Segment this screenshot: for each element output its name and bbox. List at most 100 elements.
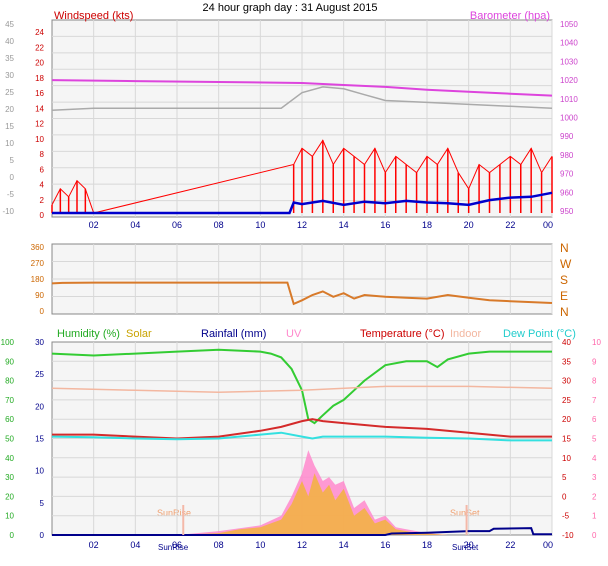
wind-grey-tick: 0 — [10, 173, 15, 182]
uv-tick: 6 — [592, 415, 597, 424]
wind-x-tick: 12 — [297, 220, 307, 230]
wind-x-tick: 18 — [422, 220, 432, 230]
direction-degree-tick: 180 — [31, 275, 45, 284]
temperature-tick: 20 — [562, 415, 571, 424]
legend-uv: UV — [286, 328, 302, 340]
barometer-label: Barometer (hpa) — [470, 10, 550, 22]
wind-grey-tick: 5 — [10, 156, 15, 165]
wind-x-tick: 16 — [380, 220, 390, 230]
humidity-tick: 50 — [5, 435, 14, 444]
climate-x-tick: 14 — [339, 540, 349, 550]
wind-red-tick: 10 — [35, 135, 44, 144]
legend-temperature: Temperature (°C) — [360, 328, 444, 340]
legend-dew-point: Dew Point (°C) — [503, 328, 576, 340]
wind-grey-tick: 45 — [5, 20, 14, 29]
wind-red-tick: 0 — [40, 211, 45, 220]
uv-tick: 10 — [592, 338, 601, 347]
barometer-tick: 970 — [560, 170, 574, 179]
wind-x-tick: 02 — [89, 220, 99, 230]
barometer-tick: 1030 — [560, 57, 578, 66]
humidity-tick: 90 — [5, 357, 14, 366]
humidity-tick: 60 — [5, 415, 14, 424]
climate-x-tick: 10 — [255, 540, 265, 550]
temperature-tick: 5 — [562, 473, 567, 482]
wind-red-tick: 2 — [40, 196, 45, 205]
solar-area — [177, 473, 448, 535]
humidity-line — [51, 348, 552, 425]
rainfall-line — [52, 527, 552, 536]
wind-x-tick: 06 — [172, 220, 182, 230]
temperature-tick: 25 — [562, 396, 571, 405]
axis-sunrise: SunRise — [158, 543, 189, 552]
direction-degree-tick: 360 — [31, 243, 45, 252]
uv-tick: 9 — [592, 357, 597, 366]
climate-x-tick: 08 — [214, 540, 224, 550]
direction-compass-label: W — [560, 257, 572, 271]
temperature-tick: 40 — [562, 338, 571, 347]
wind-grey-tick: -5 — [7, 190, 15, 199]
wind-grey-tick: 40 — [5, 37, 14, 46]
uv-tick: 5 — [592, 435, 597, 444]
uv-tick: 2 — [592, 492, 597, 501]
direction-line — [51, 281, 553, 306]
barometer-tick: 1050 — [560, 20, 578, 29]
wind-grey-tick: 30 — [5, 71, 14, 80]
direction-degree-tick: 90 — [35, 291, 44, 300]
rainfall-tick: 30 — [35, 338, 44, 347]
grey-line — [51, 86, 553, 111]
temperature-tick: -10 — [562, 531, 574, 540]
climate-x-tick: 00 — [543, 540, 553, 550]
legend-rainfall: Rainfall (mm) — [201, 328, 266, 340]
annotation-sunrise: SunRise — [157, 508, 191, 518]
legend-humidity: Humidity (%) — [57, 328, 120, 340]
indoor-line — [51, 385, 553, 393]
humidity-tick: 100 — [1, 338, 15, 347]
legend-solar: Solar — [126, 328, 152, 340]
wind-grey-tick: -10 — [2, 207, 14, 216]
temperature-tick: 35 — [562, 357, 571, 366]
wind-x-tick: 08 — [214, 220, 224, 230]
wind-red-tick: 6 — [40, 165, 45, 174]
wind-red-tick: 20 — [35, 59, 44, 68]
barometer-tick: 980 — [560, 151, 574, 160]
rainfall-tick: 20 — [35, 402, 44, 411]
rainfall-tick: 15 — [35, 435, 44, 444]
windspeed-label: Windspeed (kts) — [54, 10, 133, 22]
barometer-tick: 990 — [560, 132, 574, 141]
humidity-tick: 0 — [10, 531, 15, 540]
uv-tick: 4 — [592, 454, 597, 463]
wind-grey-tick: 25 — [5, 88, 14, 97]
humidity-tick: 30 — [5, 473, 14, 482]
temperature-line — [52, 418, 552, 440]
rainfall-tick: 25 — [35, 370, 44, 379]
wind-red-tick: 22 — [35, 43, 44, 52]
uv-tick: 3 — [592, 473, 597, 482]
climate-x-tick: 22 — [505, 540, 515, 550]
barometer-tick: 1000 — [560, 114, 578, 123]
wind-red-tick: 8 — [40, 150, 45, 159]
wind-gust-line — [51, 139, 553, 214]
direction-degree-tick: 0 — [40, 307, 45, 316]
barometer-tick: 1020 — [560, 76, 578, 85]
dew-point-line — [51, 431, 552, 442]
wind-x-tick: 10 — [255, 220, 265, 230]
wind-grey-tick: 20 — [5, 105, 14, 114]
barometer-tick: 960 — [560, 188, 574, 197]
rainfall-tick: 10 — [35, 467, 44, 476]
climate-x-tick: 02 — [89, 540, 99, 550]
climate-x-tick: 04 — [130, 540, 140, 550]
humidity-tick: 10 — [5, 512, 14, 521]
temperature-tick: -5 — [562, 512, 570, 521]
barometer-tick: 1010 — [560, 95, 578, 104]
direction-compass-label: S — [560, 273, 568, 287]
temperature-tick: 10 — [562, 454, 571, 463]
wind-grey-tick: 15 — [5, 122, 14, 131]
wind-x-tick: 04 — [130, 220, 140, 230]
humidity-tick: 20 — [5, 492, 14, 501]
barometer-line — [51, 79, 553, 97]
uv-tick: 0 — [592, 531, 597, 540]
wind-x-tick: 00 — [543, 220, 553, 230]
wind-red-tick: 24 — [35, 28, 44, 37]
wind-x-tick: 14 — [339, 220, 349, 230]
